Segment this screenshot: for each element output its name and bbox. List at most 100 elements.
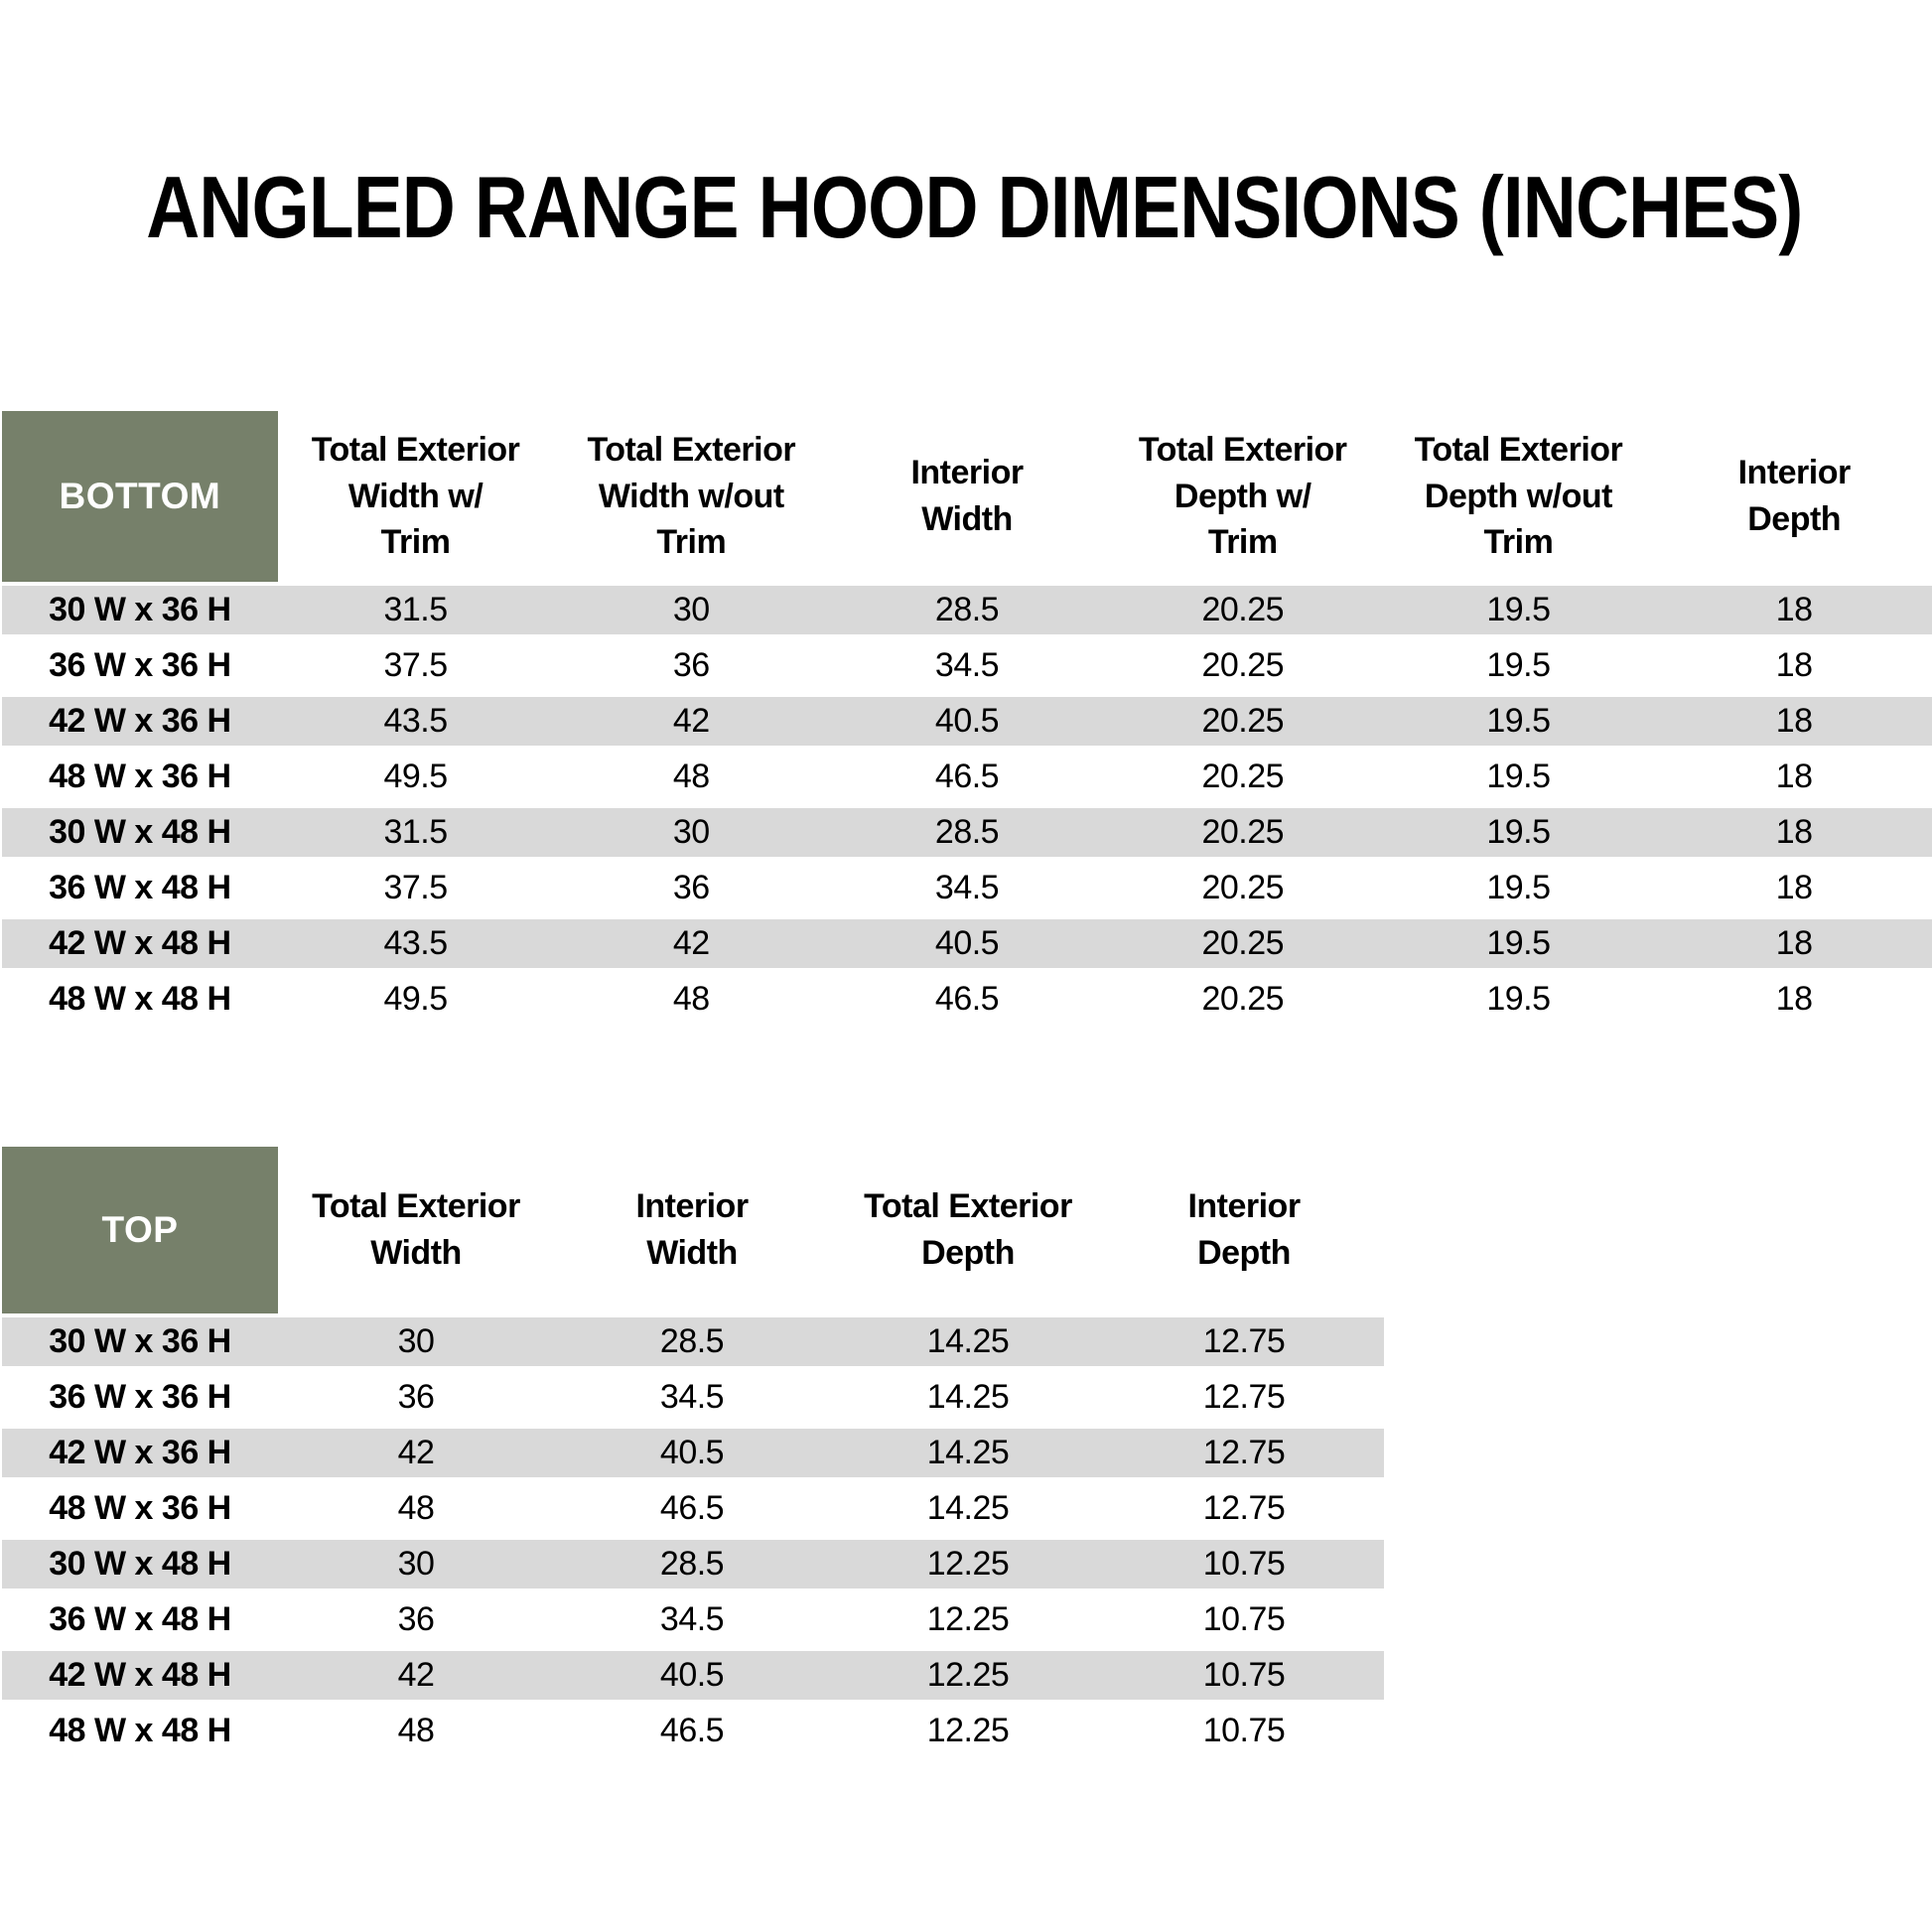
cell-value: 48 bbox=[672, 980, 710, 1018]
cell-value: 37.5 bbox=[383, 646, 448, 684]
column-header-total-exterior-width-wout-trim: Total Exterior Width w/out Trim bbox=[587, 430, 796, 562]
table-row: 42 W x 48 H 42 40.5 12.25 10.75 bbox=[2, 1651, 1384, 1700]
cell-value: 20.25 bbox=[1201, 924, 1285, 962]
cell-value: 10.75 bbox=[1202, 1600, 1286, 1638]
bottom-table-header: BOTTOM Total Exterior Width w/ Trim Tota… bbox=[2, 411, 1932, 582]
cell-value: 20.25 bbox=[1201, 980, 1285, 1018]
row-size-label: 30 W x 36 H bbox=[49, 1322, 231, 1360]
table-row: 48 W x 36 H 48 46.5 14.25 12.75 bbox=[2, 1484, 1384, 1533]
row-size-label: 42 W x 36 H bbox=[49, 702, 231, 740]
cell-value: 20.25 bbox=[1201, 813, 1285, 851]
table-row: 30 W x 48 H 30 28.5 12.25 10.75 bbox=[2, 1540, 1384, 1588]
row-size-label: 48 W x 36 H bbox=[49, 758, 231, 795]
cell-value: 40.5 bbox=[934, 924, 1000, 962]
cell-value: 18 bbox=[1775, 980, 1813, 1018]
row-size-label: 42 W x 48 H bbox=[49, 924, 231, 962]
top-table-header: TOP Total Exterior Width Interior Width … bbox=[2, 1147, 1384, 1313]
cell-value: 34.5 bbox=[934, 646, 1000, 684]
cell-value: 18 bbox=[1775, 646, 1813, 684]
table-row: 42 W x 36 H 43.5 42 40.5 20.25 19.5 18 bbox=[2, 697, 1932, 746]
cell-value: 28.5 bbox=[659, 1545, 725, 1583]
cell-value: 20.25 bbox=[1201, 869, 1285, 906]
cell-value: 19.5 bbox=[1486, 869, 1551, 906]
column-header-total-exterior-depth-w-trim: Total Exterior Depth w/ Trim bbox=[1138, 430, 1347, 562]
cell-value: 43.5 bbox=[383, 702, 448, 740]
bottom-dimensions-table: BOTTOM Total Exterior Width w/ Trim Tota… bbox=[2, 411, 1932, 1024]
cell-value: 40.5 bbox=[934, 702, 1000, 740]
cell-value: 40.5 bbox=[659, 1434, 725, 1471]
row-size-label: 36 W x 48 H bbox=[49, 869, 231, 906]
cell-value: 20.25 bbox=[1201, 702, 1285, 740]
cell-value: 20.25 bbox=[1201, 646, 1285, 684]
cell-value: 12.75 bbox=[1202, 1378, 1286, 1416]
cell-value: 36 bbox=[397, 1378, 435, 1416]
cell-value: 19.5 bbox=[1486, 591, 1551, 628]
cell-value: 12.25 bbox=[926, 1656, 1010, 1694]
cell-value: 48 bbox=[397, 1489, 435, 1527]
cell-value: 36 bbox=[672, 646, 710, 684]
table-row: 36 W x 36 H 36 34.5 14.25 12.75 bbox=[2, 1373, 1384, 1422]
cell-value: 12.25 bbox=[926, 1600, 1010, 1638]
column-header-interior-depth: Interior Depth bbox=[1737, 454, 1852, 538]
cell-value: 20.25 bbox=[1201, 591, 1285, 628]
cell-value: 42 bbox=[397, 1656, 435, 1694]
cell-value: 30 bbox=[672, 591, 710, 628]
cell-value: 43.5 bbox=[383, 924, 448, 962]
table-row: 42 W x 48 H 43.5 42 40.5 20.25 19.5 18 bbox=[2, 919, 1932, 968]
table-row: 30 W x 48 H 31.5 30 28.5 20.25 19.5 18 bbox=[2, 808, 1932, 857]
table-row: 48 W x 48 H 48 46.5 12.25 10.75 bbox=[2, 1707, 1384, 1755]
cell-value: 18 bbox=[1775, 702, 1813, 740]
cell-value: 19.5 bbox=[1486, 980, 1551, 1018]
top-dimensions-table: TOP Total Exterior Width Interior Width … bbox=[2, 1147, 1384, 1755]
cell-value: 14.25 bbox=[926, 1489, 1010, 1527]
cell-value: 14.25 bbox=[926, 1378, 1010, 1416]
table-row: 36 W x 48 H 36 34.5 12.25 10.75 bbox=[2, 1595, 1384, 1644]
page-title-text: ANGLED RANGE HOOD DIMENSIONS (INCHES) bbox=[146, 158, 1803, 256]
table-row: 42 W x 36 H 42 40.5 14.25 12.75 bbox=[2, 1429, 1384, 1477]
cell-value: 19.5 bbox=[1486, 702, 1551, 740]
table-row: 36 W x 48 H 37.5 36 34.5 20.25 19.5 18 bbox=[2, 864, 1932, 912]
cell-value: 12.75 bbox=[1202, 1322, 1286, 1360]
cell-value: 49.5 bbox=[383, 758, 448, 795]
cell-value: 14.25 bbox=[926, 1322, 1010, 1360]
top-table-body: 30 W x 36 H 30 28.5 14.25 12.75 36 W x 3… bbox=[2, 1317, 1384, 1755]
cell-value: 19.5 bbox=[1486, 924, 1551, 962]
row-size-label: 36 W x 36 H bbox=[49, 646, 231, 684]
row-size-label: 42 W x 48 H bbox=[49, 1656, 231, 1694]
column-header-total-exterior-depth: Total Exterior Depth bbox=[864, 1187, 1072, 1272]
cell-value: 18 bbox=[1775, 813, 1813, 851]
cell-value: 28.5 bbox=[934, 813, 1000, 851]
cell-value: 18 bbox=[1775, 924, 1813, 962]
column-header-total-exterior-depth-wout-trim: Total Exterior Depth w/out Trim bbox=[1414, 430, 1623, 562]
cell-value: 28.5 bbox=[934, 591, 1000, 628]
cell-value: 49.5 bbox=[383, 980, 448, 1018]
row-size-label: 36 W x 48 H bbox=[49, 1600, 231, 1638]
cell-value: 12.75 bbox=[1202, 1434, 1286, 1471]
cell-value: 30 bbox=[672, 813, 710, 851]
row-size-label: 48 W x 36 H bbox=[49, 1489, 231, 1527]
cell-value: 48 bbox=[397, 1712, 435, 1749]
cell-value: 34.5 bbox=[659, 1378, 725, 1416]
cell-value: 14.25 bbox=[926, 1434, 1010, 1471]
cell-value: 40.5 bbox=[659, 1656, 725, 1694]
cell-value: 30 bbox=[397, 1322, 435, 1360]
row-size-label: 30 W x 48 H bbox=[49, 1545, 231, 1583]
cell-value: 31.5 bbox=[383, 591, 448, 628]
column-header-interior-width: Interior Width bbox=[910, 454, 1024, 538]
cell-value: 18 bbox=[1775, 591, 1813, 628]
table-row: 30 W x 36 H 31.5 30 28.5 20.25 19.5 18 bbox=[2, 586, 1932, 634]
cell-value: 19.5 bbox=[1486, 758, 1551, 795]
bottom-table-body: 30 W x 36 H 31.5 30 28.5 20.25 19.5 18 3… bbox=[2, 586, 1932, 1024]
cell-value: 37.5 bbox=[383, 869, 448, 906]
cell-value: 28.5 bbox=[659, 1322, 725, 1360]
row-size-label: 42 W x 36 H bbox=[49, 1434, 231, 1471]
cell-value: 46.5 bbox=[934, 758, 1000, 795]
cell-value: 12.75 bbox=[1202, 1489, 1286, 1527]
cell-value: 42 bbox=[672, 924, 710, 962]
row-size-label: 36 W x 36 H bbox=[49, 1378, 231, 1416]
cell-value: 36 bbox=[397, 1600, 435, 1638]
row-size-label: 30 W x 36 H bbox=[49, 591, 231, 628]
cell-value: 34.5 bbox=[659, 1600, 725, 1638]
cell-value: 46.5 bbox=[659, 1712, 725, 1749]
cell-value: 31.5 bbox=[383, 813, 448, 851]
